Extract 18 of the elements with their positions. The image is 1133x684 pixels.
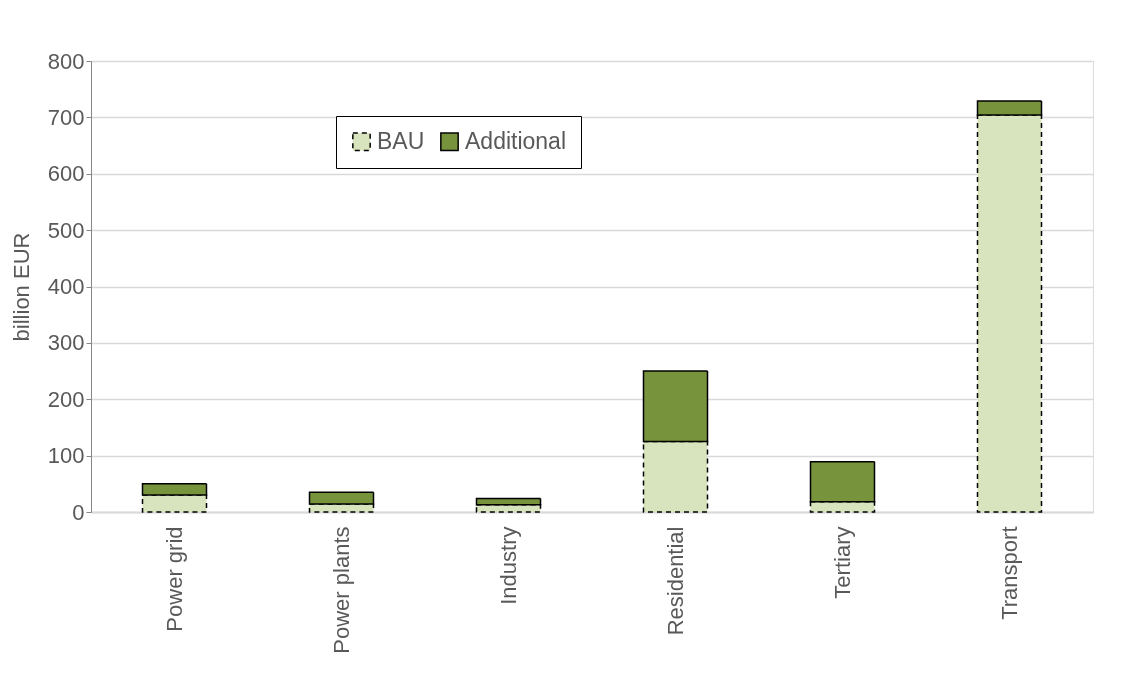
y-tick-label: 700 [47,104,85,130]
legend-label: BAU [377,127,425,154]
x-tick-label: Industry [495,526,521,605]
x-tick-label: Transport [996,526,1022,620]
legend-label: Additional [465,127,567,154]
y-tick-label: 300 [47,330,85,356]
x-tick-label: Tertiary [829,526,855,599]
y-tick-label: 500 [47,217,85,243]
x-tick-label: Residential [662,526,688,636]
y-axis-title: billion EUR [8,232,34,342]
y-tick-label: 0 [72,499,85,525]
y-tick-label: 800 [47,48,85,74]
x-tick-label: Power grid [161,526,187,632]
y-tick-label: 400 [47,274,85,299]
y-tick-label: 100 [47,443,85,469]
y-tick-label: 200 [47,386,85,412]
y-tick-label: 600 [47,161,85,187]
x-tick-label: Power plants [328,526,354,654]
